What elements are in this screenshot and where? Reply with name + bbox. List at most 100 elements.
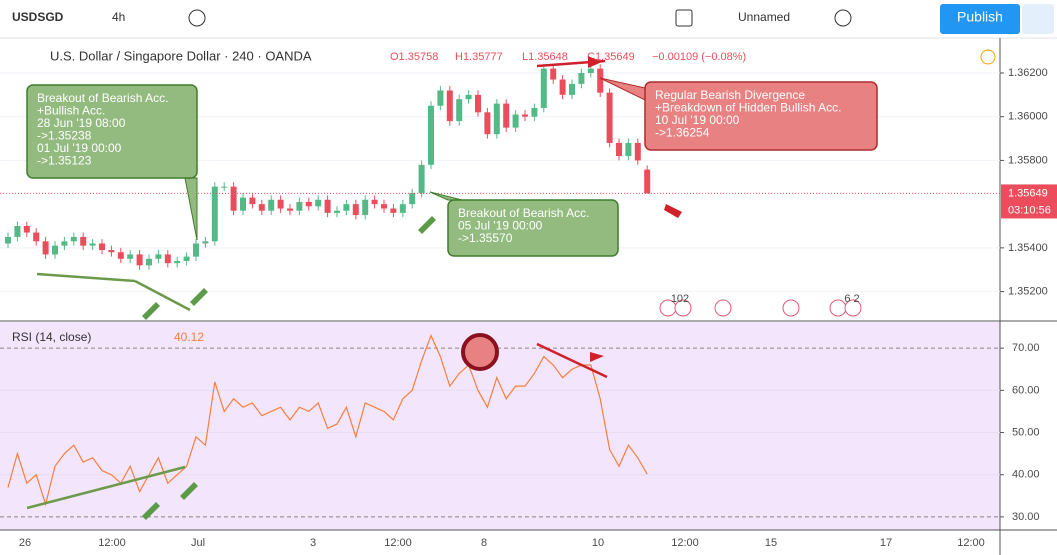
candle-body xyxy=(540,68,547,108)
x-tick-label: 17 xyxy=(880,537,892,549)
annotation-text: ->1.35238 xyxy=(37,129,92,143)
y-tick-label: 30.00 xyxy=(1012,511,1040,523)
symbol[interactable]: USDSGD xyxy=(12,10,64,24)
candle-body xyxy=(258,204,265,211)
annotation-text: Regular Bearish Divergence xyxy=(655,88,805,102)
y-tick-label: 40.00 xyxy=(1012,469,1040,481)
candle-body xyxy=(399,204,406,213)
rsi-trend-line xyxy=(26,465,186,510)
annotation-text: 05 Jul '19 00:00 xyxy=(458,219,543,233)
rocket xyxy=(180,482,198,500)
candle-body xyxy=(89,243,96,246)
y-tick-label: 60.00 xyxy=(1012,384,1040,396)
rsi-title: RSI (14, close) xyxy=(12,330,91,344)
layout-name[interactable]: Unnamed xyxy=(738,10,790,24)
candle-body xyxy=(305,201,312,207)
annotation-text: Breakout of Bearish Acc. xyxy=(458,206,589,220)
candle-body xyxy=(42,241,49,255)
candle-body xyxy=(136,254,143,266)
rsi-line xyxy=(7,333,648,507)
candle-body xyxy=(108,250,115,253)
candle-body xyxy=(493,103,500,135)
annotation-text: ->1.36254 xyxy=(655,126,710,140)
interval[interactable]: 4h xyxy=(112,10,125,24)
rocket xyxy=(590,352,604,362)
y-tick-label: 70.00 xyxy=(1012,342,1040,354)
candle-body xyxy=(70,236,77,242)
ohlc-legend: L1.35648 xyxy=(522,51,568,63)
annotation-text: 10 Jul '19 00:00 xyxy=(655,113,740,127)
play-button[interactable] xyxy=(1022,4,1054,34)
x-tick-label: 3 xyxy=(310,537,316,549)
event-flags xyxy=(659,299,862,317)
candle-body xyxy=(503,103,510,128)
publish-button[interactable] xyxy=(940,4,1020,34)
settings-icon[interactable] xyxy=(834,9,852,27)
x-tick-label: 8 xyxy=(481,537,487,549)
rsi-trend-line xyxy=(536,342,608,379)
candle-body xyxy=(23,226,30,233)
candle-body xyxy=(512,114,519,128)
rocket-icons xyxy=(142,216,436,520)
candle-body xyxy=(296,201,303,211)
candle-body xyxy=(5,236,11,244)
y-tick-label: 1.36200 xyxy=(1008,67,1048,79)
candle-body xyxy=(597,68,604,93)
candle-body xyxy=(164,254,171,264)
candle-body xyxy=(418,164,425,194)
chart-title: U.S. Dollar / Singapore Dollar · 240 · O… xyxy=(50,48,312,63)
candle-body xyxy=(249,197,256,205)
candle-body xyxy=(183,256,190,261)
x-tick-label: Jul xyxy=(191,537,205,549)
candle-body xyxy=(240,197,246,211)
candle-body xyxy=(99,243,105,251)
rocket xyxy=(142,502,160,520)
candle-body xyxy=(230,186,237,211)
y-tick-label: 50.00 xyxy=(1012,426,1040,438)
annotation-text: Breakout of Bearish Acc. xyxy=(37,91,168,105)
event-flag xyxy=(782,299,800,317)
candle-body xyxy=(559,79,566,95)
event-flag xyxy=(844,299,862,317)
candle-body xyxy=(52,245,58,255)
candle-body xyxy=(117,252,124,259)
rsi-pane xyxy=(0,322,1000,530)
rocket-icons-red xyxy=(588,56,682,362)
candle-body xyxy=(550,68,557,80)
candle-body xyxy=(352,204,359,216)
candle-body xyxy=(343,204,350,211)
rocket xyxy=(418,216,436,234)
annotation-text: ->1.35570 xyxy=(458,231,513,245)
candle-body xyxy=(14,226,21,237)
y-tick-label: 1.35400 xyxy=(1008,242,1048,254)
candle-body xyxy=(221,186,228,188)
candle-body xyxy=(587,68,594,73)
last-price-label: 1.35649 xyxy=(1008,187,1048,199)
candle-body xyxy=(446,90,453,122)
candle-body xyxy=(33,232,40,242)
annotation-text: 01 Jul '19 00:00 xyxy=(37,141,122,155)
countdown: 03:10:56 xyxy=(1008,204,1051,216)
checkbox[interactable] xyxy=(675,9,693,27)
candle-body xyxy=(315,199,322,207)
x-tick-label: 12:00 xyxy=(957,537,985,549)
annotation-box xyxy=(644,81,878,151)
rsi-peak-marker xyxy=(461,333,499,371)
candle-body xyxy=(409,193,416,205)
candle-body xyxy=(80,236,87,246)
rocket xyxy=(190,288,208,306)
trend-line xyxy=(134,279,191,312)
annotation-text: ->1.35123 xyxy=(37,154,92,168)
ohlc-legend: −0.00109 (−0.08%) xyxy=(652,51,746,63)
candle-body xyxy=(277,199,284,209)
annotation-text: +Bullish Acc. xyxy=(37,104,105,118)
rsi-last-value: 40.12 xyxy=(174,330,204,344)
candle-body xyxy=(644,169,651,194)
candle-body xyxy=(334,210,340,213)
add-icon[interactable] xyxy=(188,9,206,27)
x-tick-label: 15 xyxy=(765,537,777,549)
publish-label[interactable]: Publish xyxy=(957,9,1003,25)
candle-body xyxy=(569,83,575,95)
candle-body xyxy=(193,243,199,257)
